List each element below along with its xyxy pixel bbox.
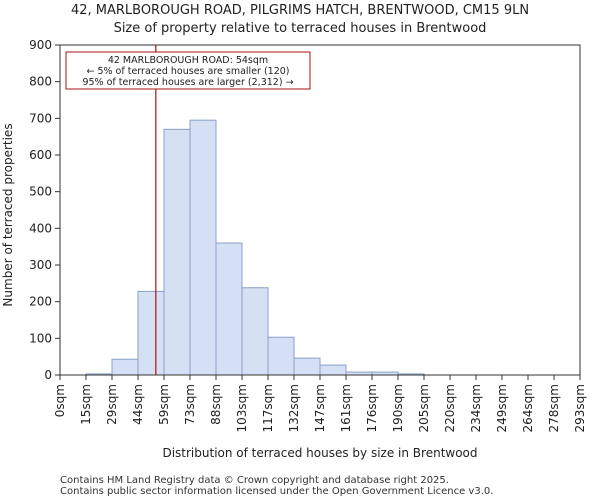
x-tick-label: 73sqm [183, 384, 197, 425]
bar-147sqm [319, 364, 347, 376]
bar-117sqm [267, 336, 295, 376]
bar-132sqm [293, 357, 321, 376]
x-tick-label: 190sqm [391, 384, 405, 432]
x-tick-label: 103sqm [235, 384, 249, 432]
axes-group [59, 44, 581, 376]
x-tick-label: 29sqm [105, 384, 119, 425]
y-tick-label: 500 [29, 185, 52, 199]
bars-group [85, 119, 425, 376]
x-tick-label: 0sqm [53, 384, 67, 417]
x-tick-label: 293sqm [573, 384, 587, 432]
annotation-line-2: ← 5% of terraced houses are smaller (120… [86, 66, 289, 77]
bar-103sqm [241, 287, 269, 376]
x-tick-label: 249sqm [495, 384, 509, 432]
y-tick-label: 400 [29, 221, 52, 235]
plot-frame [59, 44, 581, 376]
bar-44sqm [137, 290, 165, 376]
footer-line-1: Contains HM Land Registry data © Crown c… [60, 475, 449, 486]
x-tick-label: 88sqm [209, 384, 223, 425]
y-tick-label: 800 [29, 75, 52, 89]
x-tick-label: 147sqm [313, 384, 327, 432]
x-axis-label: Distribution of terraced houses by size … [162, 446, 477, 460]
y-axis-label: Number of terraced properties [1, 123, 15, 306]
property-marker: 42 MARLBOROUGH ROAD: 54sqm← 5% of terrac… [65, 45, 311, 375]
chart-title: 42, MARLBOROUGH ROAD, PILGRIMS HATCH, BR… [71, 3, 529, 18]
x-tick-label: 176sqm [365, 384, 379, 432]
x-tick-label: 278sqm [547, 384, 561, 432]
y-tick-label: 600 [29, 148, 52, 162]
annotation-box [65, 51, 311, 90]
annotation-line-1: 42 MARLBOROUGH ROAD: 54sqm [108, 55, 268, 66]
annotation-line-3: 95% of terraced houses are larger (2,312… [82, 77, 293, 88]
x-tick-label: 15sqm [79, 384, 93, 425]
y-tick-label: 900 [29, 38, 52, 52]
x-tick-label: 264sqm [521, 384, 535, 432]
y-axis-ticks: 0 100 200 300 400 500 600 700 800 900 [29, 38, 60, 382]
x-tick-label: 44sqm [131, 384, 145, 425]
x-tick-label: 161sqm [339, 384, 353, 432]
x-axis-ticks: 0sqm 15sqm 29sqm 44sqm 59sqm 73sqm 88sqm 103sqm… [53, 375, 587, 432]
y-tick-label: 100 [29, 331, 52, 345]
y-tick-label: 700 [29, 111, 52, 125]
chart-subtitle: Size of property relative to terraced ho… [114, 21, 487, 36]
x-tick-label: 220sqm [443, 384, 457, 432]
y-tick-label: 0 [44, 368, 52, 382]
x-tick-label: 117sqm [261, 384, 275, 432]
bar-29sqm [111, 358, 139, 376]
bar-59sqm [163, 128, 191, 376]
bar-73sqm [189, 119, 217, 376]
y-tick-label: 200 [29, 295, 52, 309]
bar-88sqm [215, 242, 243, 376]
x-tick-label: 234sqm [469, 384, 483, 432]
footer-line-2: Contains public sector information licen… [60, 486, 493, 497]
y-tick-label: 300 [29, 258, 52, 272]
x-tick-label: 132sqm [287, 384, 301, 432]
x-tick-label: 205sqm [417, 384, 431, 432]
x-tick-label: 59sqm [157, 384, 171, 425]
